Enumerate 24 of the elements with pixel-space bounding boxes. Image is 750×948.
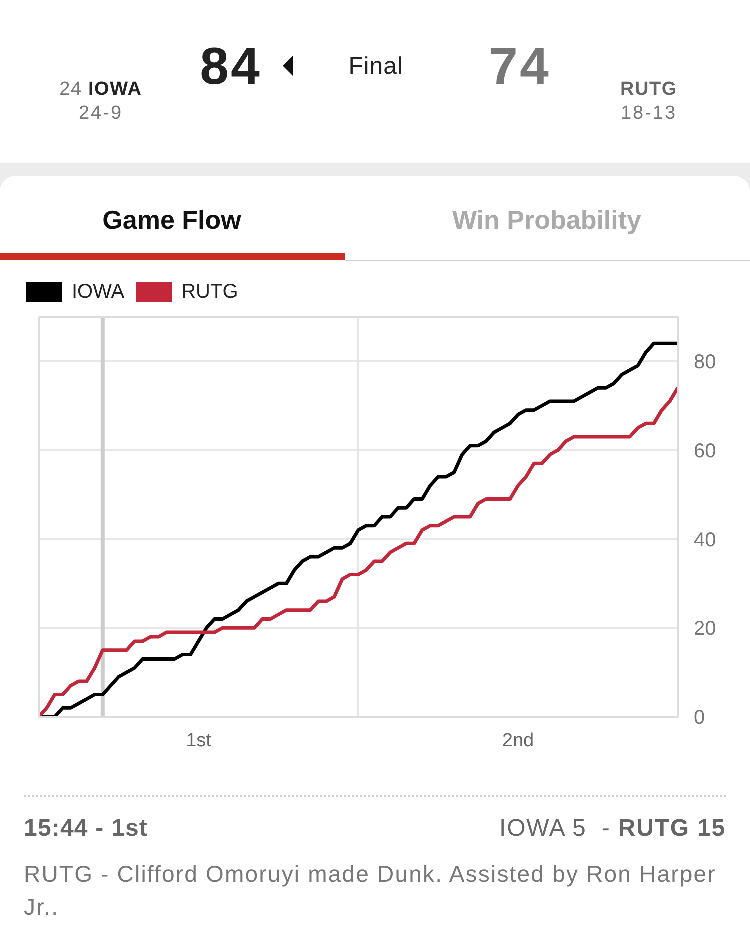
text: 24-9 bbox=[78, 102, 124, 126]
text: RUTG 15 bbox=[618, 814, 726, 842]
y-tick-label: 0 bbox=[694, 707, 706, 730]
legend-label: IOWA bbox=[72, 281, 125, 303]
y-tick-label: 20 bbox=[694, 618, 716, 640]
text: - bbox=[602, 814, 611, 842]
x-tick-label: 1st bbox=[186, 730, 212, 752]
chart-title: Game Flow bbox=[102, 205, 242, 237]
text: 74 bbox=[488, 36, 552, 98]
text: 24 bbox=[60, 78, 82, 100]
y-tick-label: 80 bbox=[694, 352, 716, 374]
text: 84 bbox=[199, 36, 263, 98]
x-tick-label: 2nd bbox=[502, 730, 534, 752]
y-tick-label: 40 bbox=[694, 529, 716, 552]
text: RUTG - Clifford Omoruyi made Dunk. Assisted by Ron Harper Jr.. bbox=[24, 860, 718, 922]
text: RUTG bbox=[619, 78, 679, 102]
text: Win Probability bbox=[452, 205, 642, 237]
text: 15:44 - 1st bbox=[24, 814, 149, 844]
text: Final bbox=[348, 52, 404, 82]
text: IOWA 5 bbox=[500, 814, 587, 842]
text: IOWA bbox=[88, 78, 142, 100]
legend-label: RUTG bbox=[182, 281, 238, 303]
y-tick-label: 60 bbox=[694, 440, 716, 462]
text: 18-13 bbox=[620, 102, 678, 126]
